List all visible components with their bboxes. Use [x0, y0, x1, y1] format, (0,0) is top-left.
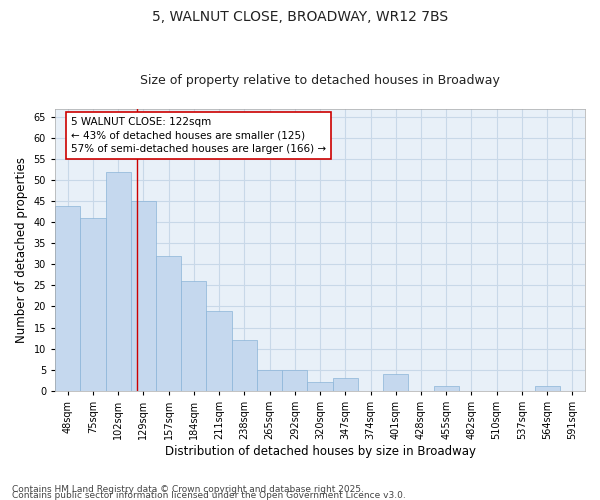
- Bar: [131, 202, 156, 390]
- Bar: [181, 282, 206, 391]
- Text: 5, WALNUT CLOSE, BROADWAY, WR12 7BS: 5, WALNUT CLOSE, BROADWAY, WR12 7BS: [152, 10, 448, 24]
- Text: 5 WALNUT CLOSE: 122sqm
← 43% of detached houses are smaller (125)
57% of semi-de: 5 WALNUT CLOSE: 122sqm ← 43% of detached…: [71, 118, 326, 154]
- Y-axis label: Number of detached properties: Number of detached properties: [15, 157, 28, 343]
- Bar: [206, 310, 232, 390]
- Title: Size of property relative to detached houses in Broadway: Size of property relative to detached ho…: [140, 74, 500, 87]
- Bar: [383, 374, 409, 390]
- Bar: [282, 370, 307, 390]
- Text: Contains HM Land Registry data © Crown copyright and database right 2025.: Contains HM Land Registry data © Crown c…: [12, 484, 364, 494]
- Bar: [332, 378, 358, 390]
- Bar: [106, 172, 131, 390]
- Bar: [257, 370, 282, 390]
- X-axis label: Distribution of detached houses by size in Broadway: Distribution of detached houses by size …: [164, 444, 476, 458]
- Bar: [80, 218, 106, 390]
- Bar: [55, 206, 80, 390]
- Text: Contains public sector information licensed under the Open Government Licence v3: Contains public sector information licen…: [12, 490, 406, 500]
- Bar: [307, 382, 332, 390]
- Bar: [232, 340, 257, 390]
- Bar: [535, 386, 560, 390]
- Bar: [434, 386, 459, 390]
- Bar: [156, 256, 181, 390]
